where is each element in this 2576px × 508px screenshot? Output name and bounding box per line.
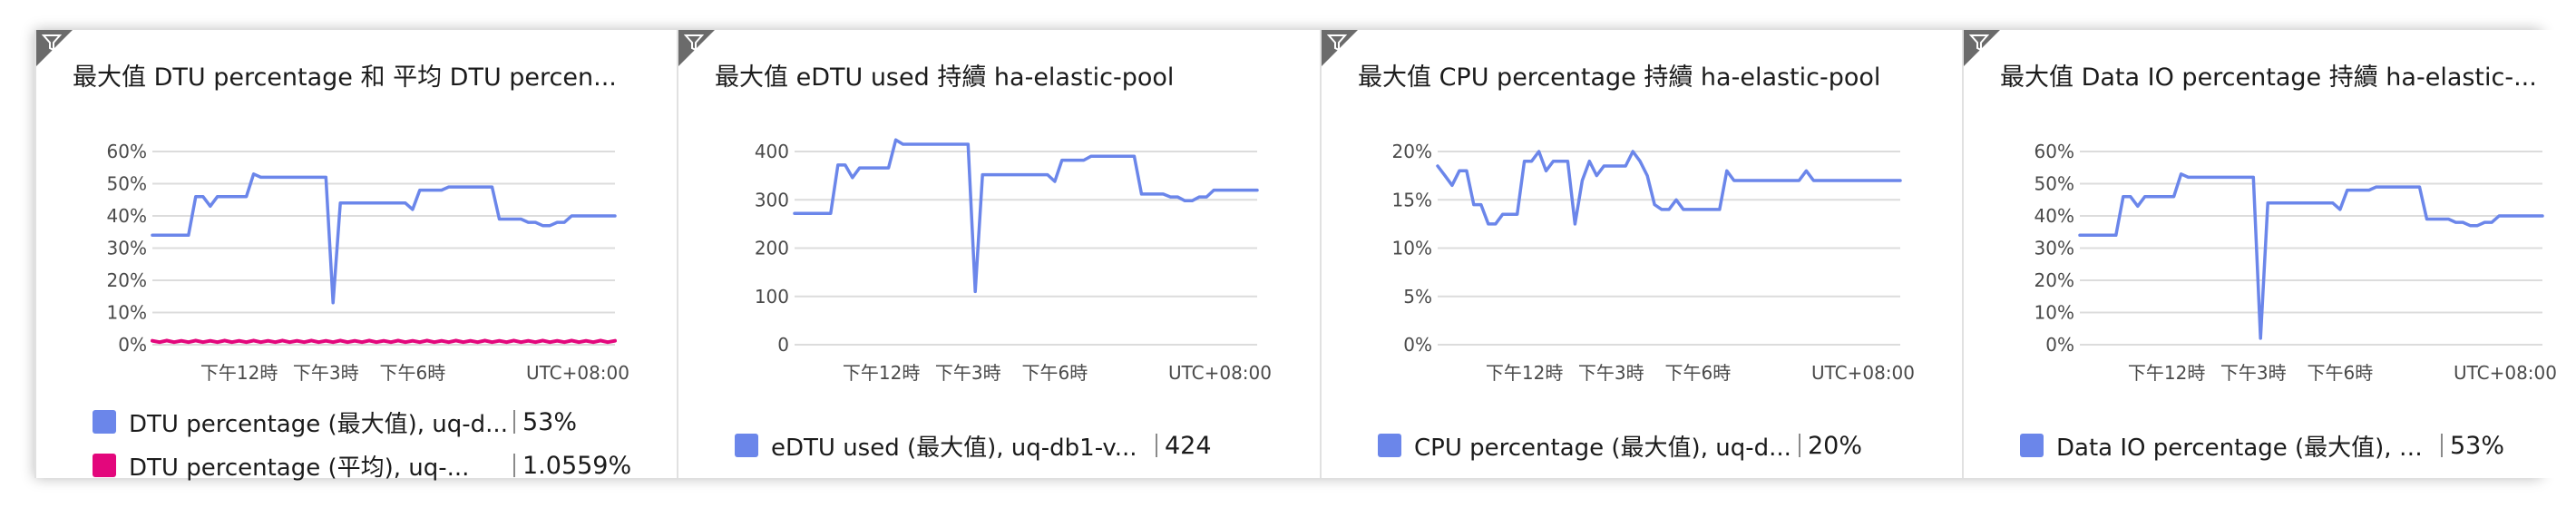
y-tick-label: 5% xyxy=(1403,286,1432,308)
y-tick-label: 50% xyxy=(107,173,147,195)
timezone-label: UTC+08:00 xyxy=(526,362,629,384)
x-tick-label: 下午3時 xyxy=(1578,362,1644,384)
legend-label: DTU percentage (最大值), uq-d... xyxy=(129,410,508,438)
filter-badge[interactable] xyxy=(1322,30,1358,66)
y-tick-label: 30% xyxy=(2034,238,2074,259)
y-tick-label: 100 xyxy=(755,286,789,308)
series-line xyxy=(151,338,617,345)
y-tick-label: 20% xyxy=(2034,269,2074,291)
legend-separator xyxy=(1156,434,1157,457)
y-tick-label: 10% xyxy=(1392,238,1432,259)
legend-value: 53% xyxy=(2450,431,2505,460)
chart-tile-edtu[interactable]: 最大值 eDTU used 持續 ha-elastic-pool 0 100 200… xyxy=(677,30,1317,478)
line-chart[interactable]: 0% 10% 20% 30% 40% 50% 60% 下午12時 下午3時 下午6時 UTC+08:… xyxy=(1964,103,2576,384)
x-tick-label: 下午3時 xyxy=(2220,362,2287,384)
y-tick-label: 20% xyxy=(1392,141,1432,162)
legend-swatch xyxy=(93,410,116,434)
chart-legend: Data IO percentage (最大值), u... 53% xyxy=(2020,424,2504,467)
series-line xyxy=(1436,150,1902,226)
x-tick-label: 下午12時 xyxy=(200,362,278,384)
x-tick-label: 下午6時 xyxy=(1665,362,1732,384)
chart-legend: CPU percentage (最大值), uq-d... 20% xyxy=(1378,424,1862,467)
y-tick-label: 200 xyxy=(755,238,789,259)
tile-title: 最大值 eDTU used 持續 ha-elastic-pool xyxy=(715,64,1175,92)
legend-label: DTU percentage (平均), uq-... xyxy=(129,454,470,482)
legend-swatch xyxy=(735,434,758,457)
x-tick-label: 下午3時 xyxy=(293,362,359,384)
x-tick-label: 下午6時 xyxy=(2308,362,2374,384)
legend-swatch xyxy=(1378,434,1401,457)
line-chart[interactable]: 0% 10% 20% 30% 40% 50% 60% 下午12時 下午3時 下午6時 UTC+08:… xyxy=(36,103,677,384)
y-tick-label: 40% xyxy=(107,205,147,227)
y-tick-label: 0 xyxy=(777,334,789,356)
legend-label: eDTU used (最大值), uq-db1-v... xyxy=(771,434,1137,462)
legend-value: 1.0559% xyxy=(522,451,632,480)
tile-title: 最大值 Data IO percentage 持續 ha-elastic-... xyxy=(2000,64,2537,92)
y-tick-label: 400 xyxy=(755,141,789,162)
legend-item[interactable]: DTU percentage (平均), uq-... 1.0559% xyxy=(93,444,631,487)
y-tick-label: 0% xyxy=(1403,334,1432,356)
x-tick-label: 下午12時 xyxy=(843,362,920,384)
y-tick-label: 20% xyxy=(107,269,147,291)
x-tick-label: 下午6時 xyxy=(380,362,446,384)
legend-item[interactable]: eDTU used (最大值), uq-db1-v... 424 xyxy=(735,424,1212,467)
series-line xyxy=(2078,172,2544,340)
timezone-label: UTC+08:00 xyxy=(1168,362,1272,384)
y-tick-label: 0% xyxy=(118,334,147,356)
legend-label: Data IO percentage (最大值), u... xyxy=(2056,434,2435,462)
y-tick-label: 15% xyxy=(1392,189,1432,210)
x-tick-label: 下午6時 xyxy=(1022,362,1088,384)
y-tick-label: 0% xyxy=(2045,334,2074,356)
filter-badge[interactable] xyxy=(678,30,715,66)
legend-value: 53% xyxy=(522,407,578,436)
x-tick-label: 下午12時 xyxy=(1486,362,1563,384)
legend-value: 424 xyxy=(1165,431,1212,460)
legend-separator xyxy=(513,454,515,477)
filter-icon xyxy=(42,34,62,52)
tile-title: 最大值 CPU percentage 持續 ha-elastic-pool xyxy=(1358,64,1881,92)
filter-badge[interactable] xyxy=(1964,30,2000,66)
series-line xyxy=(151,172,617,305)
chart-legend: eDTU used (最大值), uq-db1-v... 424 xyxy=(735,424,1212,467)
line-chart[interactable]: 0% 5% 10% 15% 20% 下午12時 下午3時 下午6時 UTC+08:00 xyxy=(1322,103,1962,384)
chart-tile-dataio[interactable]: 最大值 Data IO percentage 持續 ha-elastic-...… xyxy=(1962,30,2576,478)
series-line xyxy=(793,138,1259,294)
legend-separator xyxy=(2441,434,2443,457)
y-tick-label: 60% xyxy=(107,141,147,162)
y-tick-label: 50% xyxy=(2034,173,2074,195)
legend-separator xyxy=(513,410,515,434)
filter-icon xyxy=(1969,34,1989,52)
legend-label: CPU percentage (最大值), uq-d... xyxy=(1414,434,1791,462)
filter-badge[interactable] xyxy=(36,30,73,66)
y-tick-label: 30% xyxy=(107,238,147,259)
legend-swatch xyxy=(93,454,116,477)
chart-tile-dtu[interactable]: 最大值 DTU percentage 和 平均 DTU percen... 0%… xyxy=(34,30,677,482)
y-tick-label: 10% xyxy=(2034,302,2074,324)
legend-item[interactable]: DTU percentage (最大值), uq-d... 53% xyxy=(93,400,631,444)
line-chart[interactable]: 0 100 200 300 400 下午12時 下午3時 下午6時 UTC+08:00 xyxy=(678,103,1319,384)
chart-legend: DTU percentage (最大值), uq-d... 53% DTU pe… xyxy=(93,400,631,487)
timezone-label: UTC+08:00 xyxy=(2454,362,2557,384)
legend-item[interactable]: CPU percentage (最大值), uq-d... 20% xyxy=(1378,424,1862,467)
timezone-label: UTC+08:00 xyxy=(1811,362,1915,384)
y-tick-label: 40% xyxy=(2034,205,2074,227)
y-tick-label: 300 xyxy=(755,189,789,210)
filter-icon xyxy=(1327,34,1347,52)
filter-icon xyxy=(684,34,704,52)
legend-separator xyxy=(1799,434,1800,457)
tile-title: 最大值 DTU percentage 和 平均 DTU percen... xyxy=(73,64,617,92)
y-tick-label: 60% xyxy=(2034,141,2074,162)
legend-swatch xyxy=(2020,434,2044,457)
legend-item[interactable]: Data IO percentage (最大值), u... 53% xyxy=(2020,424,2504,467)
x-tick-label: 下午3時 xyxy=(935,362,1001,384)
x-tick-label: 下午12時 xyxy=(2128,362,2205,384)
chart-tile-cpu[interactable]: 最大值 CPU percentage 持續 ha-elastic-pool 0%… xyxy=(1320,30,1960,478)
legend-value: 20% xyxy=(1808,431,1863,460)
y-tick-label: 10% xyxy=(107,302,147,324)
